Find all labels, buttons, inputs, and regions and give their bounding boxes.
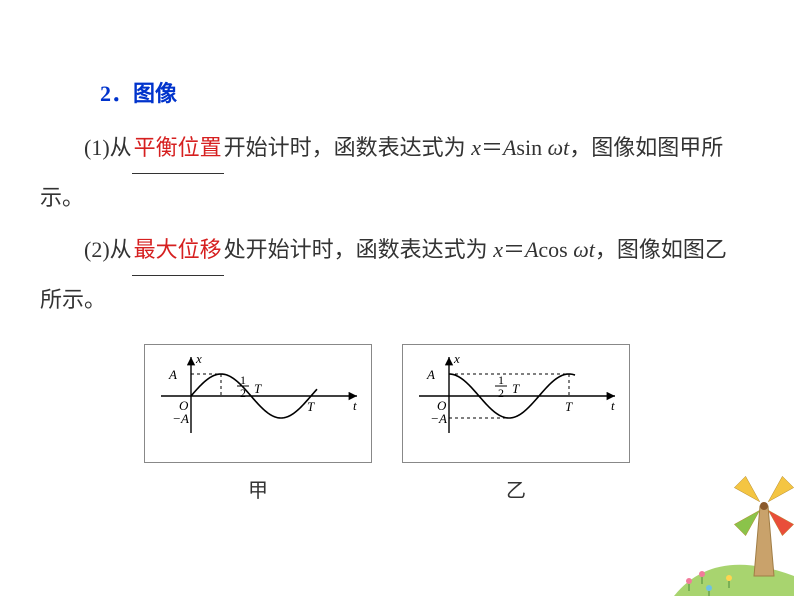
p1-eq-x: x xyxy=(471,135,481,160)
graph-1-box: xtA−AOT12T xyxy=(144,344,372,463)
section-number: 2 xyxy=(100,81,111,106)
p1-eq-A: A xyxy=(503,135,516,160)
svg-text:2: 2 xyxy=(498,386,504,400)
windmill-decoration xyxy=(674,446,794,596)
graph-2-svg: xtA−AOT12T xyxy=(411,351,621,441)
svg-text:T: T xyxy=(565,399,573,414)
graph-2-wrap: xtA−AOT12T 乙 xyxy=(402,344,630,513)
p2-mid: 处开始计时，函数表达式为 xyxy=(224,237,494,262)
graphs-row: xtA−AOT12T 甲 xtA−AOT12T 乙 xyxy=(40,344,734,513)
p2-eq-x: x xyxy=(493,237,503,262)
svg-text:T: T xyxy=(512,381,520,396)
p1-mid: 开始计时，函数表达式为 xyxy=(224,135,472,160)
graph-1-label: 甲 xyxy=(144,469,372,513)
p2-eq-eq: ＝ xyxy=(503,237,525,262)
p1-eq-wt: ωt xyxy=(548,135,570,160)
graph-1-wrap: xtA−AOT12T 甲 xyxy=(144,344,372,513)
p1-eq-fn: sin xyxy=(516,135,547,160)
svg-text:x: x xyxy=(453,351,460,366)
svg-text:1: 1 xyxy=(240,373,246,387)
svg-text:2: 2 xyxy=(240,386,246,400)
svg-text:1: 1 xyxy=(498,373,504,387)
paragraph-2: (2)从最大位移处开始计时，函数表达式为 x＝Acos ωt，图像如图乙所示。 xyxy=(40,226,734,324)
svg-text:A: A xyxy=(426,367,435,382)
svg-text:x: x xyxy=(195,351,202,366)
p1-blank: 平衡位置 xyxy=(132,124,224,173)
svg-text:t: t xyxy=(353,398,357,413)
graph-1-svg: xtA−AOT12T xyxy=(153,351,363,441)
svg-text:O: O xyxy=(437,398,447,413)
svg-text:A: A xyxy=(168,367,177,382)
svg-text:O: O xyxy=(179,398,189,413)
svg-text:T: T xyxy=(254,381,262,396)
graph-2-box: xtA−AOT12T xyxy=(402,344,630,463)
graph-2-label: 乙 xyxy=(402,469,630,513)
p1-prefix: (1)从 xyxy=(84,135,132,160)
svg-text:−A: −A xyxy=(172,411,189,426)
section-title-text: 图像 xyxy=(133,81,177,106)
svg-text:−A: −A xyxy=(430,411,447,426)
svg-text:T: T xyxy=(307,399,315,414)
p2-eq-A: A xyxy=(525,237,538,262)
p2-prefix: (2)从 xyxy=(84,237,132,262)
paragraph-1: (1)从平衡位置开始计时，函数表达式为 x＝Asin ωt，图像如图甲所示。 xyxy=(40,124,734,222)
svg-text:t: t xyxy=(611,398,615,413)
slide-content: 2．图像 (1)从平衡位置开始计时，函数表达式为 x＝Asin ωt，图像如图甲… xyxy=(0,0,794,513)
p2-blank: 最大位移 xyxy=(132,226,224,275)
section-title: 2．图像 xyxy=(100,70,734,118)
p2-eq-wt: ωt xyxy=(573,237,595,262)
p1-eq-eq: ＝ xyxy=(481,135,503,160)
p2-eq-fn: cos xyxy=(538,237,573,262)
